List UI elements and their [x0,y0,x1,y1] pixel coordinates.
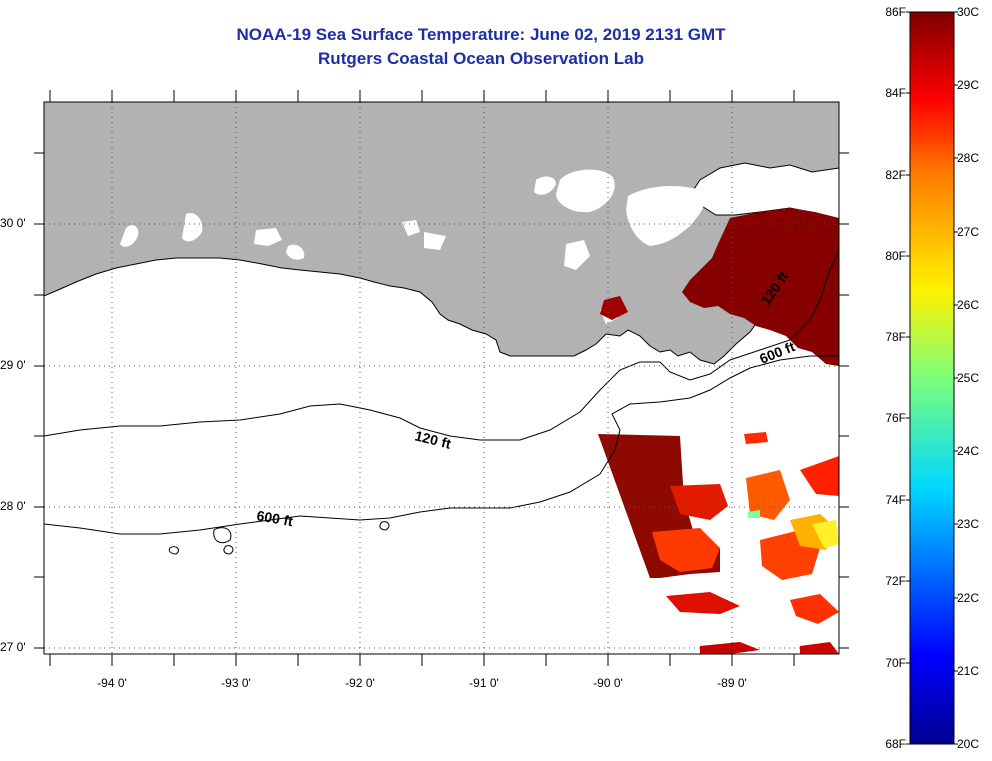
colorbar-c-26: 26C [957,298,980,312]
colorbar-c-28: 28C [957,151,980,165]
sst-patch-delta [600,296,628,320]
contour-label-600-west: 600 ft [255,507,294,529]
colorbar-f-68: 68F [885,737,906,751]
lat-label-27: 27 0' [0,640,26,654]
colorbar-f-80: 80F [885,249,906,263]
lon-label-90: -90 0' [593,676,623,690]
colorbar-c-21: 21C [957,664,980,678]
colorbar-f-74: 74F [885,493,906,507]
lon-label-92: -92 0' [345,676,375,690]
colorbar-f-86: 86F [885,5,906,19]
lon-label-89: -89 0' [717,676,747,690]
colorbar-c-22: 22C [957,591,980,605]
map-frame [43,101,840,655]
lat-label-29: 29 0' [0,358,26,372]
cloud-mask-patches [120,169,706,324]
colorbar-f-78: 78F [885,330,906,344]
map-subtitle: Rutgers Coastal Ocean Observation Lab [318,49,644,68]
colorbar-ticks [906,11,958,745]
colorbar-f-84: 84F [885,86,906,100]
lon-label-91: -91 0' [469,676,499,690]
graticule [44,102,839,654]
sst-hot-patches [652,432,839,654]
colorbar-f-82: 82F [885,168,906,182]
colorbar-c-20: 20C [957,737,980,751]
lat-label-30: 30 0' [0,216,26,230]
land-mass [44,102,839,365]
colorbar-c-27: 27C [957,225,980,239]
colorbar-c-24: 24C [957,444,980,458]
map-title: NOAA-19 Sea Surface Temperature: June 02… [236,25,726,44]
lon-label-94: -94 0' [97,676,127,690]
colorbar-f-76: 76F [885,411,906,425]
colorbar-c-23: 23C [957,517,980,531]
colorbar-f-70: 70F [885,656,906,670]
colorbar-c-30: 30C [957,5,980,19]
axis-ticks [34,90,849,666]
temperature-colorbar [909,11,955,745]
contour-600ft [44,355,839,535]
sst-warm-region-east [682,208,839,366]
colorbar-f-72: 72F [885,574,906,588]
colorbar-c-29: 29C [957,78,980,92]
contour-120ft [44,249,839,441]
lon-label-93: -93 0' [221,676,251,690]
colorbar-c-25: 25C [957,371,980,385]
lat-label-28: 28 0' [0,499,26,513]
